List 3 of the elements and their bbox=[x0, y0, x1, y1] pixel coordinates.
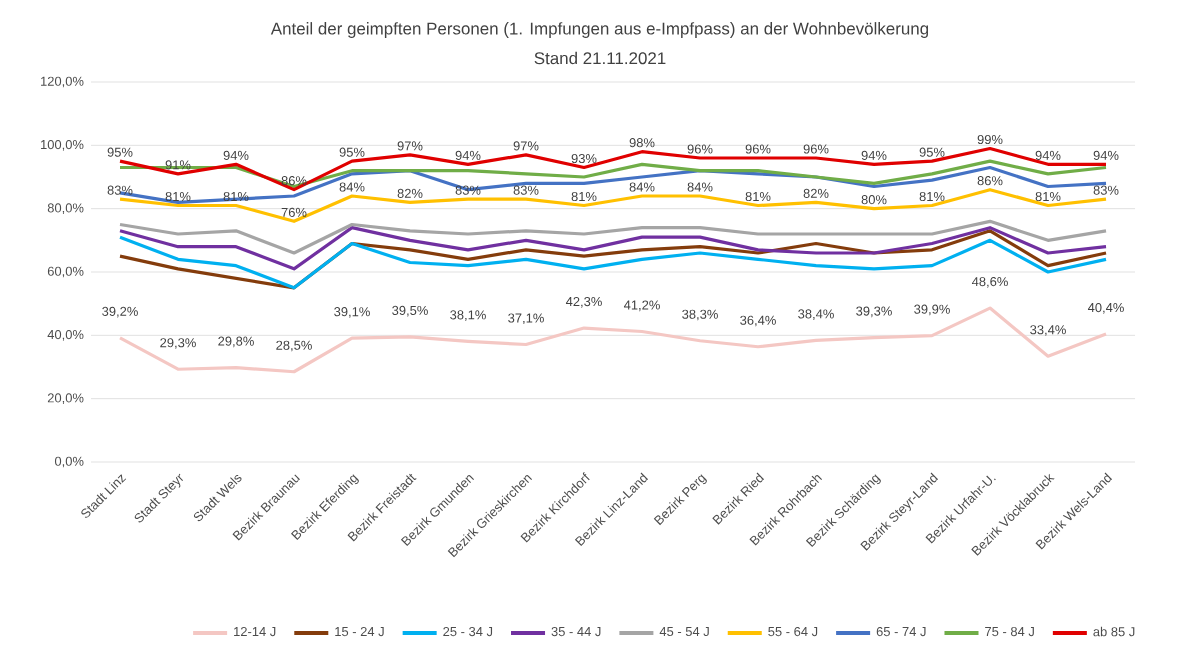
chart-subtitle: Stand 21.11.2021 bbox=[534, 51, 666, 65]
line-series bbox=[118, 226, 1108, 271]
chart-title: Anteil der geimpften Personen (1. Impfungen aus e-Impfpass) an der Wohnbevölkerung bbox=[270, 22, 929, 38]
